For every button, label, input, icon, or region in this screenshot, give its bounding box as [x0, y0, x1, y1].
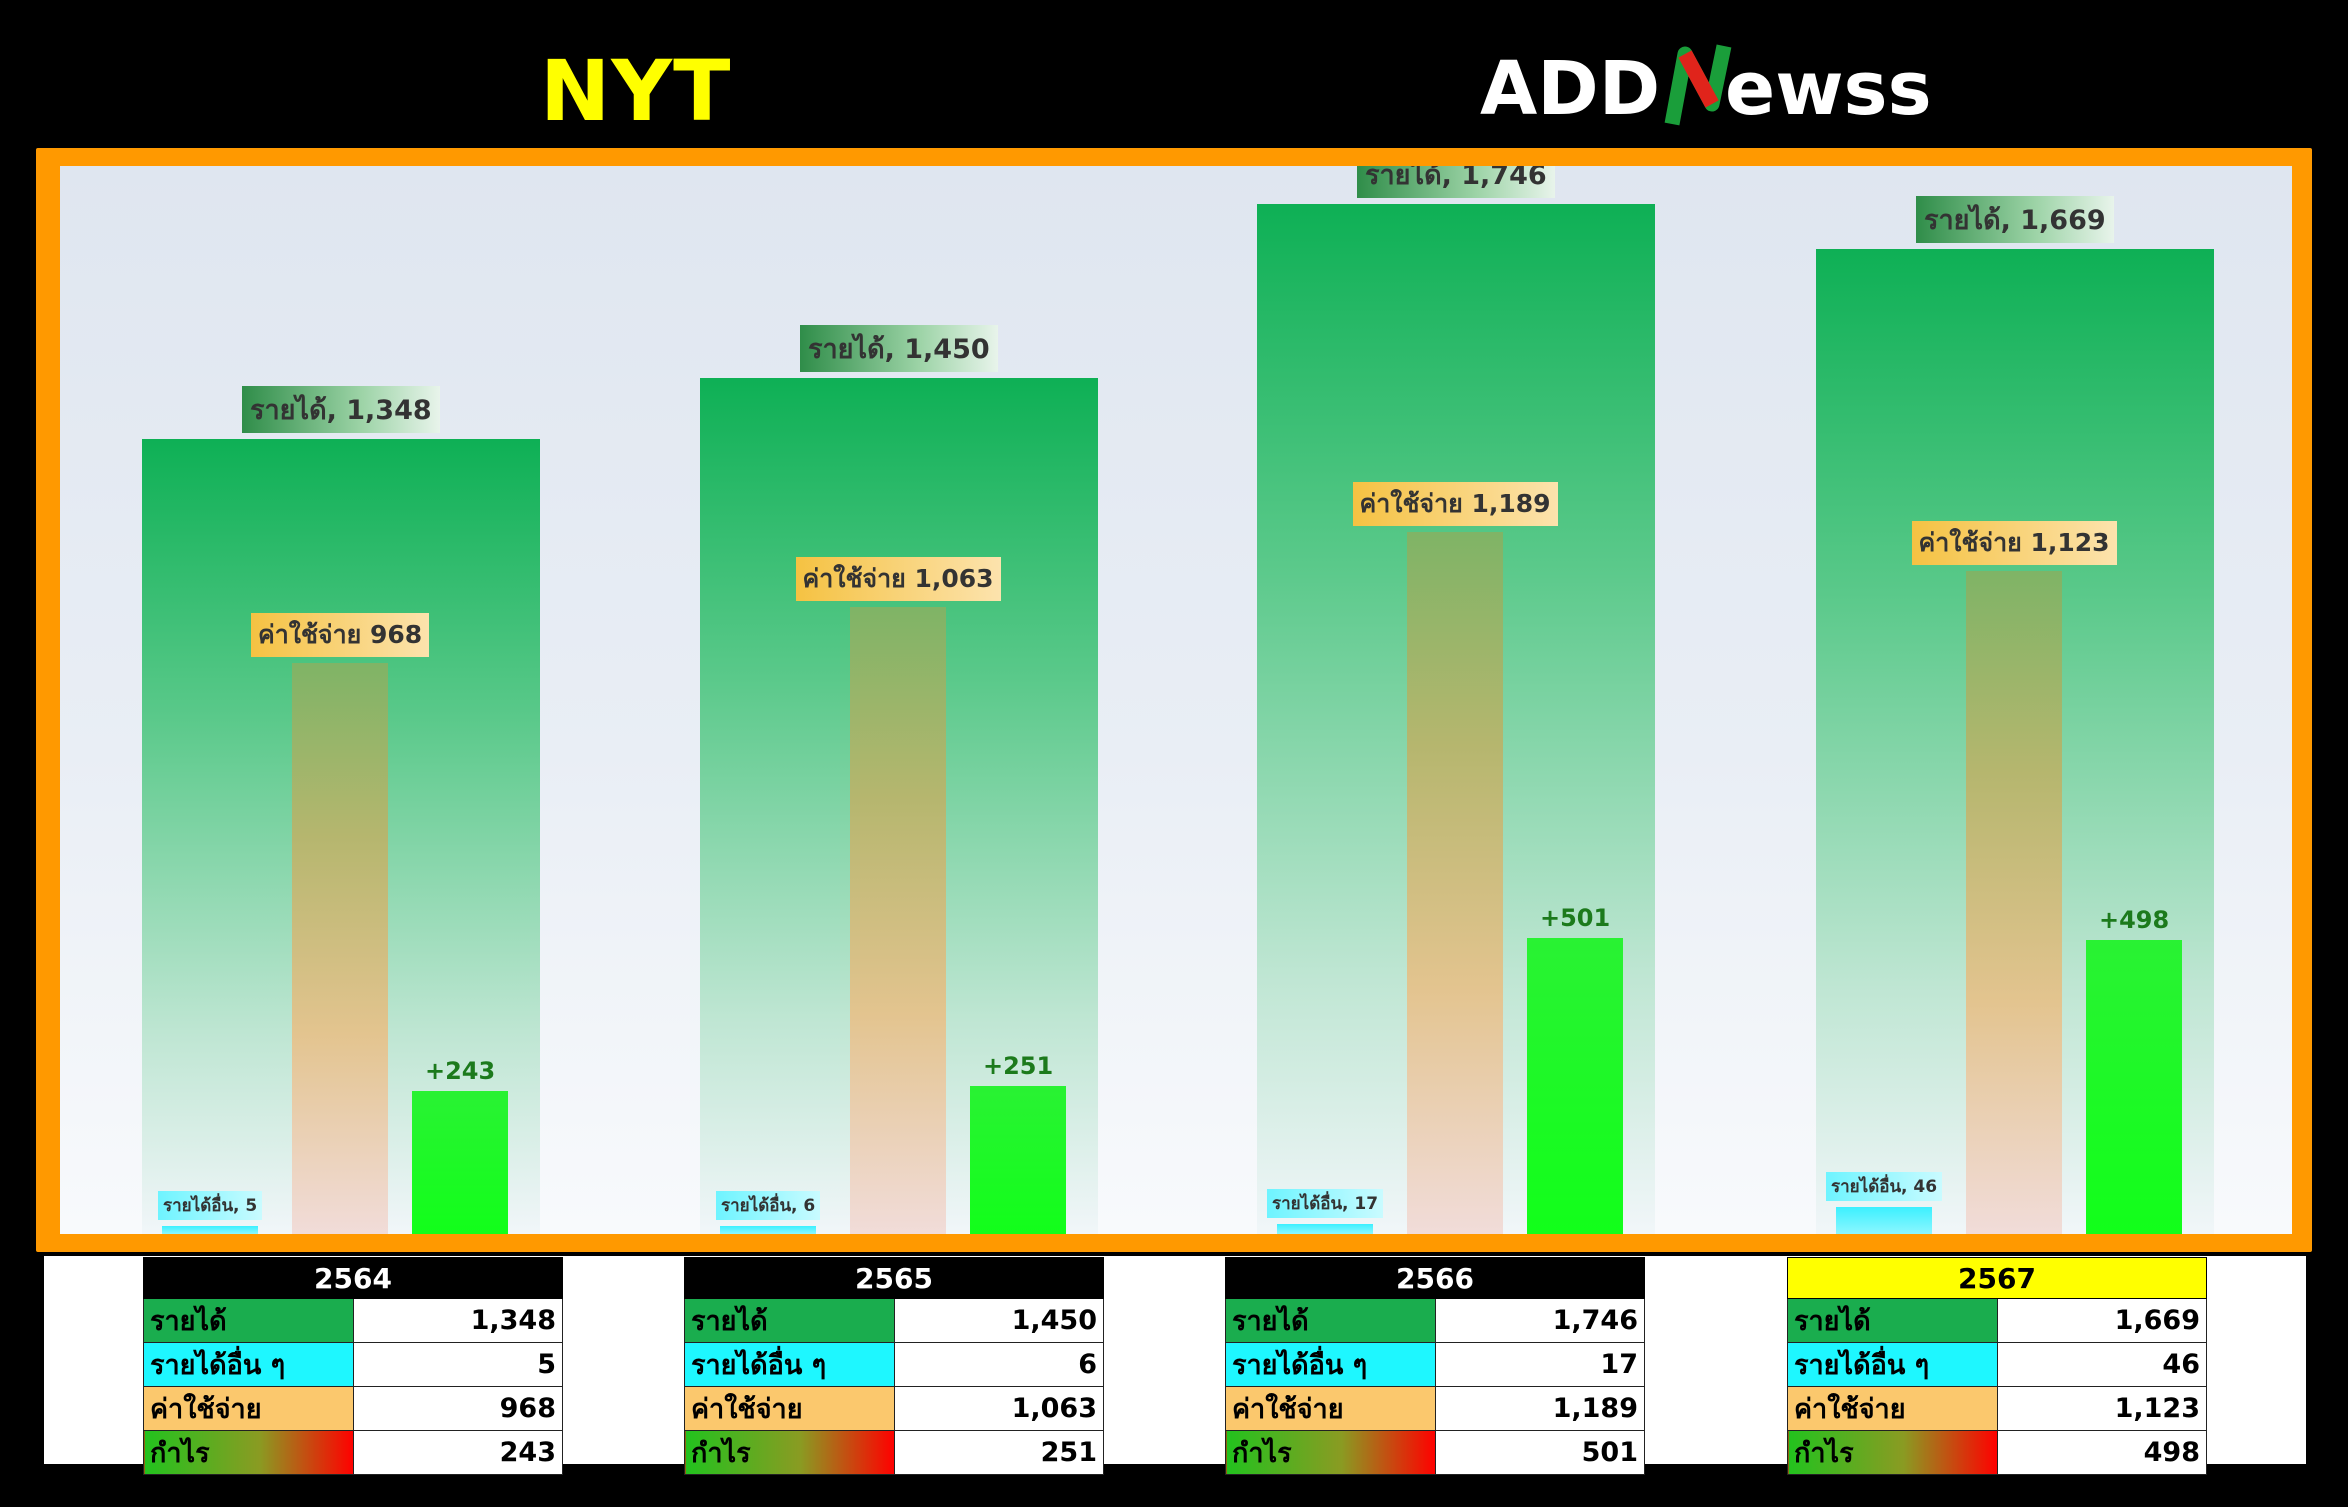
row-label: รายได้ [143, 1298, 354, 1343]
row-label: กำไร [1787, 1430, 1998, 1475]
table-year-header: 2566 [1225, 1257, 1645, 1299]
row-value: 5 [352, 1342, 563, 1387]
table-year-header: 2567 [1787, 1257, 2207, 1299]
row-value: 6 [893, 1342, 1104, 1387]
expense-bar-2567 [1966, 571, 2062, 1234]
row-label: กำไร [143, 1430, 354, 1475]
other-data-label-2564: รายได้อื่น, 5 [158, 1191, 263, 1220]
profit-bar-2564 [412, 1090, 508, 1234]
table-row-expense: ค่าใช้จ่าย 968 [143, 1386, 563, 1431]
row-label: ค่าใช้จ่าย [1787, 1386, 1998, 1431]
addnewss-logo: ADD ewss [1480, 42, 2055, 132]
expense-data-label-2565: ค่าใช้จ่าย 1,063 [795, 556, 1001, 601]
row-label: ค่าใช้จ่าย [1225, 1386, 1436, 1431]
row-value: 498 [1996, 1430, 2207, 1475]
row-value: 1,348 [352, 1298, 563, 1343]
profit-data-label-2564: +243 [425, 1056, 496, 1085]
row-value: 46 [1996, 1342, 2207, 1387]
row-value: 1,746 [1434, 1298, 1645, 1343]
row-label: รายได้ [684, 1298, 895, 1343]
row-label: รายได้ [1225, 1298, 1436, 1343]
table-row-expense: ค่าใช้จ่าย 1,189 [1225, 1386, 1645, 1431]
row-value: 243 [352, 1430, 563, 1475]
row-value: 968 [352, 1386, 563, 1431]
chart-plot-area: รายได้, 1,348 รายได้อื่น, 5 ค่าใช้จ่าย 968… [60, 166, 2292, 1234]
company-title: NYT [540, 42, 732, 140]
table-row-revenue: รายได้ 1,669 [1787, 1298, 2207, 1343]
expense-bar-2564 [292, 662, 388, 1234]
revenue-data-label-2567: รายได้, 1,669 [1916, 196, 2114, 244]
row-label: รายได้อื่น ๆ [1787, 1342, 1998, 1387]
summary-table-2565: 2565 รายได้ 1,450 รายได้อื่น ๆ 6 ค่าใช้จ่าย 1,… [684, 1257, 1104, 1475]
table-year-header: 2565 [684, 1257, 1104, 1299]
table-row-revenue: รายได้ 1,450 [684, 1298, 1104, 1343]
other-bar-2566 [1277, 1223, 1373, 1234]
profit-data-label-2566: +501 [1540, 904, 1611, 933]
profit-bar-2565 [970, 1085, 1066, 1234]
row-value: 17 [1434, 1342, 1645, 1387]
other-data-label-2565: รายได้อื่น, 6 [716, 1191, 821, 1220]
row-label: ค่าใช้จ่าย [684, 1386, 895, 1431]
row-label: รายได้อื่น ๆ [143, 1342, 354, 1387]
row-label: รายได้อื่น ๆ [1225, 1342, 1436, 1387]
profit-data-label-2565: +251 [983, 1051, 1054, 1080]
summary-table-2564: 2564 รายได้ 1,348 รายได้อื่น ๆ 5 ค่าใช้จ่าย 96… [143, 1257, 563, 1475]
row-value: 1,189 [1434, 1386, 1645, 1431]
svg-text:ADD: ADD [1480, 46, 1660, 132]
table-row-profit: กำไร 251 [684, 1430, 1104, 1475]
row-value: 251 [893, 1430, 1104, 1475]
expense-bar-2565 [850, 606, 946, 1234]
table-row-expense: ค่าใช้จ่าย 1,123 [1787, 1386, 2207, 1431]
table-row-other-income: รายได้อื่น ๆ 46 [1787, 1342, 2207, 1387]
table-row-profit: กำไร 498 [1787, 1430, 2207, 1475]
summary-table-2567: 2567 รายได้ 1,669 รายได้อื่น ๆ 46 ค่าใช้จ่าย 1… [1787, 1257, 2207, 1475]
expense-data-label-2567: ค่าใช้จ่าย 1,123 [1911, 521, 2117, 566]
table-row-profit: กำไร 501 [1225, 1430, 1645, 1475]
table-row-revenue: รายได้ 1,348 [143, 1298, 563, 1343]
revenue-data-label-2566: รายได้, 1,746 [1357, 166, 1555, 198]
expense-bar-2566 [1407, 532, 1503, 1234]
expense-data-label-2566: ค่าใช้จ่าย 1,189 [1352, 482, 1558, 527]
row-label: รายได้อื่น ๆ [684, 1342, 895, 1387]
row-value: 1,063 [893, 1386, 1104, 1431]
row-label: กำไร [1225, 1430, 1436, 1475]
other-bar-2564 [162, 1226, 258, 1234]
row-label: ค่าใช้จ่าย [143, 1386, 354, 1431]
revenue-data-label-2564: รายได้, 1,348 [242, 385, 440, 433]
row-value: 501 [1434, 1430, 1645, 1475]
row-value: 1,450 [893, 1298, 1104, 1343]
table-row-other-income: รายได้อื่น ๆ 17 [1225, 1342, 1645, 1387]
row-label: รายได้ [1787, 1298, 1998, 1343]
other-data-label-2566: รายได้อื่น, 17 [1267, 1188, 1384, 1218]
table-row-profit: กำไร 243 [143, 1430, 563, 1475]
profit-data-label-2567: +498 [2099, 906, 2170, 935]
row-label: กำไร [684, 1430, 895, 1475]
revenue-data-label-2565: รายได้, 1,450 [800, 325, 998, 373]
svg-text:ewss: ewss [1725, 46, 1932, 132]
row-value: 1,669 [1996, 1298, 2207, 1343]
table-row-revenue: รายได้ 1,746 [1225, 1298, 1645, 1343]
other-bar-2565 [720, 1226, 816, 1234]
expense-data-label-2564: ค่าใช้จ่าย 968 [251, 612, 430, 657]
table-year-header: 2564 [143, 1257, 563, 1299]
profit-bar-2566 [1527, 938, 1623, 1234]
summary-table-2566: 2566 รายได้ 1,746 รายได้อื่น ๆ 17 ค่าใช้จ่าย 1… [1225, 1257, 1645, 1475]
profit-bar-2567 [2086, 940, 2182, 1234]
other-data-label-2567: รายได้อื่น, 46 [1826, 1171, 1943, 1201]
table-row-expense: ค่าใช้จ่าย 1,063 [684, 1386, 1104, 1431]
other-bar-2567 [1836, 1206, 1932, 1234]
row-value: 1,123 [1996, 1386, 2207, 1431]
